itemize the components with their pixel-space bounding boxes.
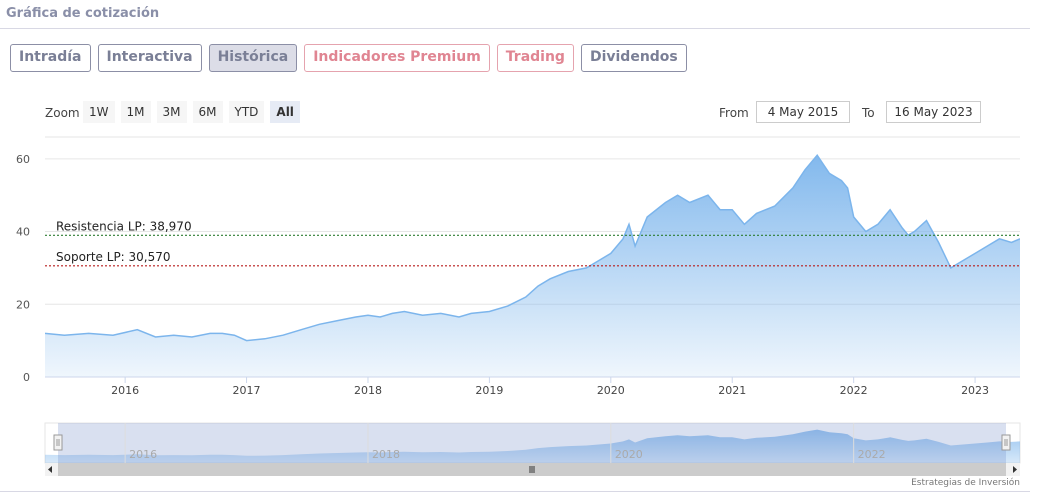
navigator-series — [45, 429, 1020, 463]
zoom-buttons: 1W 1M 3M 6M YTD All — [83, 101, 300, 123]
bottom-divider — [0, 491, 1030, 492]
credits-text: Estrategias de Inversión — [911, 478, 1020, 488]
x-tick-label: 2020 — [597, 384, 625, 397]
y-tick-label: 20 — [16, 298, 30, 311]
navigator-tick-label: 2018 — [372, 448, 400, 461]
tab-trading[interactable]: Trading — [496, 44, 574, 72]
resistance-label: Resistencia LP: 38,970 — [56, 219, 192, 233]
y-axis-labels: 0 20 40 60 — [16, 153, 30, 384]
page-title: Gráfica de cotización — [6, 6, 160, 21]
x-tick-label: 2017 — [233, 384, 261, 397]
x-tick-label: 2023 — [961, 384, 989, 397]
zoom-all-button[interactable]: All — [270, 101, 300, 123]
to-label: To — [862, 106, 875, 120]
navigator-mask — [58, 423, 1006, 463]
x-tick-label: 2018 — [354, 384, 382, 397]
scrollbar[interactable] — [45, 463, 1020, 476]
x-axis-labels: 2016 2017 2018 2019 2020 2021 2022 2023 — [111, 377, 989, 397]
to-date-input[interactable]: 16 May 2023 — [886, 101, 981, 123]
navigator-right-handle[interactable] — [1001, 434, 1011, 451]
zoom-3m-button[interactable]: 3M — [156, 101, 187, 123]
navigator[interactable]: 2016 2018 2020 2022 — [44, 422, 1021, 464]
zoom-1m-button[interactable]: 1M — [120, 101, 151, 123]
tab-indicadores-premium[interactable]: Indicadores Premium — [304, 44, 490, 72]
support-label: Soporte LP: 30,570 — [56, 250, 171, 264]
y-tick-label: 0 — [23, 371, 30, 384]
navigator-tick-label: 2020 — [615, 448, 643, 461]
zoom-6m-button[interactable]: 6M — [192, 101, 223, 123]
tab-dividendos[interactable]: Dividendos — [580, 44, 687, 72]
x-tick-label: 2016 — [111, 384, 139, 397]
y-tick-label: 60 — [16, 153, 30, 166]
scroll-left-icon[interactable] — [48, 466, 52, 473]
x-tick-label: 2021 — [718, 384, 746, 397]
navigator-left-handle[interactable] — [53, 434, 63, 451]
zoom-ytd-button[interactable]: YTD — [228, 101, 265, 123]
chart-tabs: Intradía Interactiva Histórica Indicador… — [10, 44, 687, 72]
navigator-tick-label: 2022 — [858, 448, 886, 461]
price-area-series — [45, 155, 1020, 377]
x-tick-label: 2019 — [475, 384, 503, 397]
y-tick-label: 40 — [16, 226, 30, 239]
navigator-tick-label: 2016 — [129, 448, 157, 461]
title-divider — [0, 28, 1030, 29]
tab-historica[interactable]: Histórica — [208, 44, 298, 72]
zoom-label: Zoom — [45, 106, 80, 120]
navigator-labels: 2016 2018 2020 2022 — [124, 423, 886, 463]
tab-interactiva[interactable]: Interactiva — [97, 44, 202, 72]
zoom-1w-button[interactable]: 1W — [83, 101, 115, 123]
from-label: From — [719, 106, 749, 120]
from-date-input[interactable]: 4 May 2015 — [756, 101, 850, 123]
price-line-series — [45, 153, 1020, 342]
scroll-right-icon[interactable] — [1013, 466, 1017, 473]
tab-intradia[interactable]: Intradía — [10, 44, 91, 72]
scrollbar-grip-icon — [529, 466, 535, 473]
x-tick-label: 2022 — [840, 384, 868, 397]
